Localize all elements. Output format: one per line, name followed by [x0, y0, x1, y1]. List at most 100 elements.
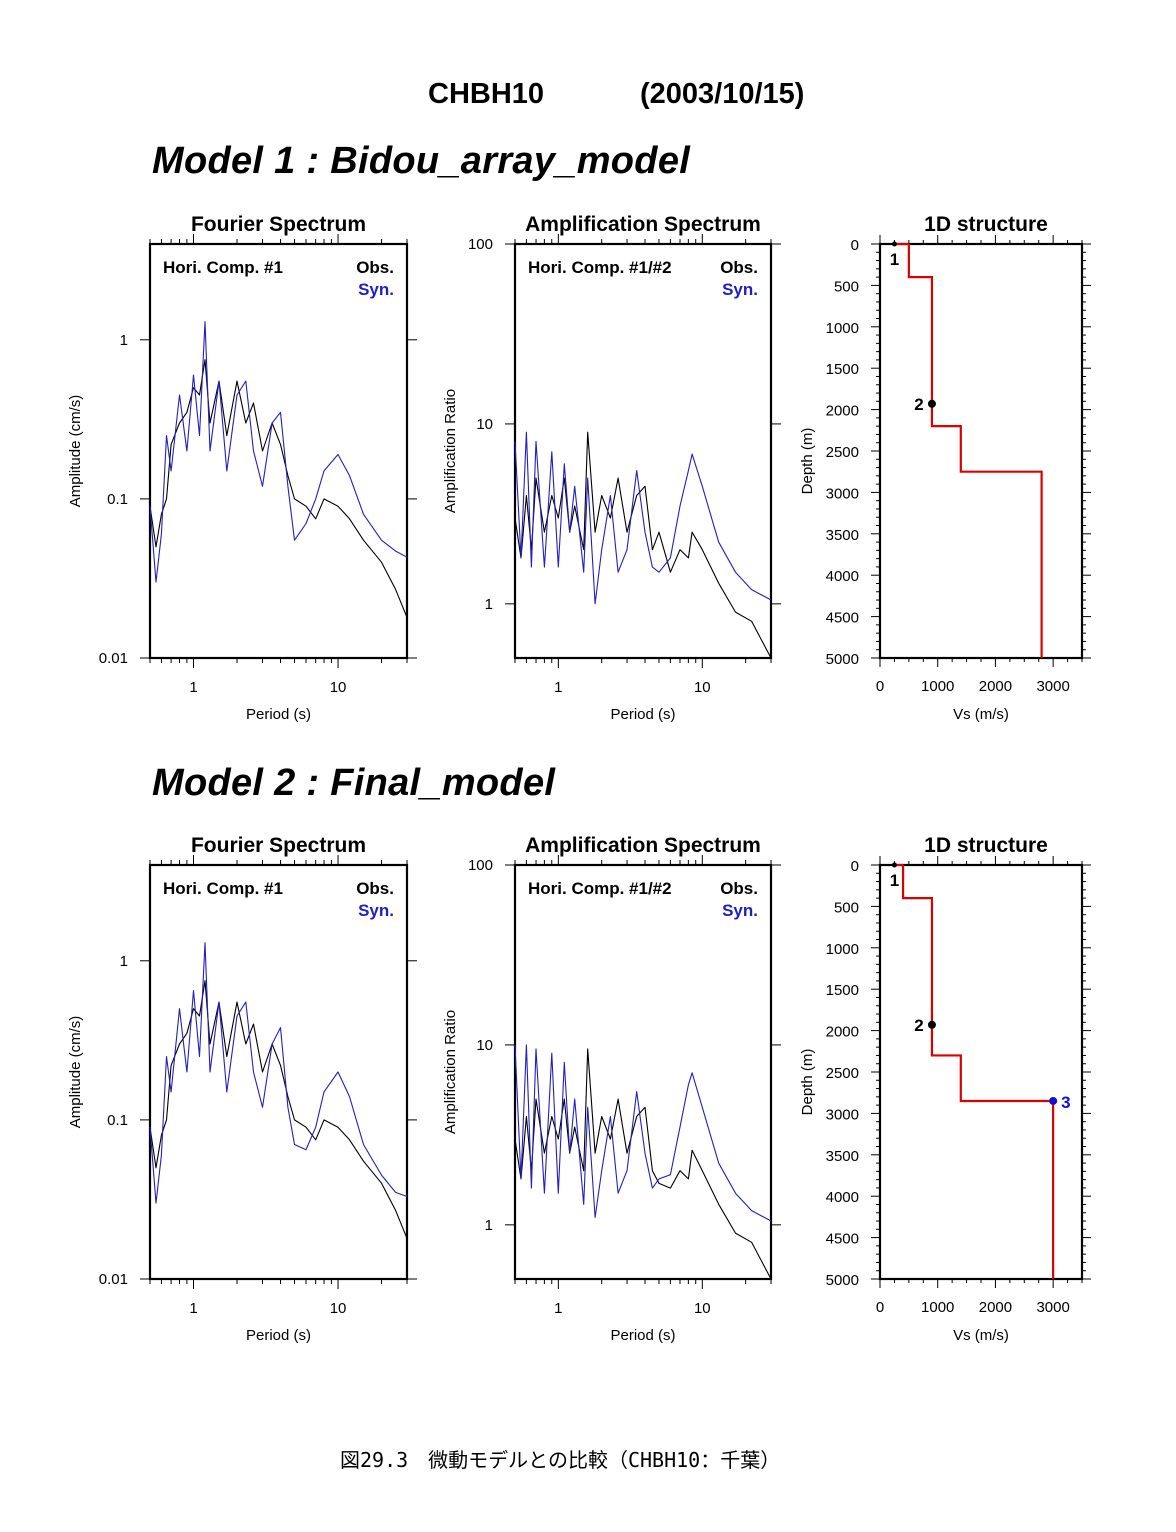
vs-axis-label: Vs (m/s): [953, 706, 1009, 723]
fourier-component-label: Hori. Comp. #1: [163, 258, 283, 277]
vs-tick-label: 3000: [1036, 678, 1069, 695]
syn-line: [149, 321, 408, 583]
y-tick-label: 1: [485, 596, 493, 613]
depth-tick-label: 2000: [826, 403, 859, 420]
model-1-title: Model 1 : Bidou_array_model: [152, 140, 691, 182]
vs-profile-line: [901, 865, 1055, 1279]
depth-tick-label: 3000: [826, 1106, 859, 1123]
amplification-title: Amplification Spectrum: [525, 834, 761, 857]
fourier-title: Fourier Spectrum: [191, 213, 366, 236]
vs-tick-label: 1000: [921, 678, 954, 695]
y-tick-label: 10: [476, 1037, 493, 1054]
legend-obs: Obs.: [720, 879, 758, 898]
y-axis-label: Amplitude (cm/s): [67, 395, 84, 508]
depth-tick-label: 5000: [826, 1272, 859, 1289]
depth-tick-label: 2500: [826, 1065, 859, 1082]
vs-axis-label: Vs (m/s): [953, 1327, 1009, 1344]
depth-tick-label: 1000: [826, 941, 859, 958]
x-axis-label: Period (s): [610, 706, 675, 723]
station-name: CHBH10: [428, 78, 545, 110]
vs-tick-label: 2000: [979, 1299, 1012, 1316]
y-tick-label: 100: [468, 857, 493, 874]
amplification-frame: [513, 242, 773, 660]
layer-point-1: [891, 241, 897, 247]
depth-tick-label: 3500: [826, 1148, 859, 1165]
layer-point-2: [927, 1020, 936, 1029]
syn-line: [514, 1044, 772, 1222]
x-tick-label: 1: [554, 1300, 562, 1317]
vs-tick-label: 2000: [979, 678, 1012, 695]
y-axis-label: Amplitude (cm/s): [67, 1016, 84, 1129]
y-tick-label: 0.01: [99, 1271, 128, 1288]
layer-point-1: [891, 862, 897, 868]
depth-tick-label: 1000: [826, 320, 859, 337]
legend-syn: Syn.: [722, 901, 758, 920]
y-tick-label: 0.1: [107, 1112, 128, 1129]
legend-obs: Obs.: [356, 258, 394, 277]
y-tick-label: 0.1: [107, 491, 128, 508]
syn-line: [514, 431, 772, 605]
obs-line: [149, 359, 408, 618]
x-tick-label: 10: [330, 679, 347, 696]
layer-label-1: 1: [890, 871, 899, 890]
y-tick-label: 1: [120, 953, 128, 970]
depth-tick-label: 0: [851, 237, 859, 254]
structure-title: 1D structure: [924, 213, 1048, 236]
vs-tick-label: 0: [876, 678, 884, 695]
y-axis-label: Amplification Ratio: [442, 389, 459, 513]
depth-tick-label: 5000: [826, 651, 859, 668]
fourier-frame: [148, 242, 409, 660]
layer-label-2: 2: [914, 1016, 923, 1035]
depth-tick-label: 500: [834, 899, 859, 916]
x-axis-label: Period (s): [246, 706, 311, 723]
layer-point-2: [927, 399, 936, 408]
depth-tick-label: 2000: [826, 1024, 859, 1041]
fourier-component-label: Hori. Comp. #1: [163, 879, 283, 898]
fourier-title: Fourier Spectrum: [191, 834, 366, 857]
syn-line: [149, 942, 408, 1204]
y-tick-label: 10: [476, 416, 493, 433]
structure-frame: [878, 863, 1084, 1281]
x-axis-label: Period (s): [610, 1327, 675, 1344]
depth-tick-label: 1500: [826, 361, 859, 378]
amplification-component-label: Hori. Comp. #1/#2: [528, 879, 672, 898]
vs-tick-label: 0: [876, 1299, 884, 1316]
figure-caption: 図29.3 微動モデルとの比較（CHBH10：千葉）: [340, 1448, 781, 1472]
x-tick-label: 1: [554, 679, 562, 696]
layer-point-3: [1049, 1096, 1058, 1105]
x-tick-label: 10: [694, 1300, 711, 1317]
depth-tick-label: 4500: [826, 1231, 859, 1248]
legend-obs: Obs.: [356, 879, 394, 898]
y-tick-label: 0.01: [99, 650, 128, 667]
depth-tick-label: 500: [834, 278, 859, 295]
x-tick-label: 1: [189, 679, 197, 696]
vs-tick-label: 1000: [921, 1299, 954, 1316]
vs-tick-label: 3000: [1036, 1299, 1069, 1316]
depth-tick-label: 4000: [826, 1189, 859, 1206]
layer-label-3: 3: [1061, 1093, 1070, 1112]
depth-axis-label: Depth (m): [799, 428, 816, 495]
x-tick-label: 1: [189, 1300, 197, 1317]
vs-profile-line: [907, 244, 1043, 658]
amplification-frame: [513, 863, 773, 1281]
amplification-title: Amplification Spectrum: [525, 213, 761, 236]
depth-tick-label: 4500: [826, 610, 859, 627]
x-axis-label: Period (s): [246, 1327, 311, 1344]
record-date: (2003/10/15): [640, 78, 805, 110]
layer-label-2: 2: [914, 395, 923, 414]
depth-tick-label: 4000: [826, 568, 859, 585]
legend-syn: Syn.: [358, 280, 394, 299]
x-tick-label: 10: [330, 1300, 347, 1317]
x-tick-label: 10: [694, 679, 711, 696]
legend-obs: Obs.: [720, 258, 758, 277]
y-tick-label: 100: [468, 236, 493, 253]
legend-syn: Syn.: [722, 280, 758, 299]
layer-label-1: 1: [890, 250, 899, 269]
legend-syn: Syn.: [358, 901, 394, 920]
obs-line: [514, 1048, 772, 1280]
depth-tick-label: 3000: [826, 485, 859, 502]
structure-title: 1D structure: [924, 834, 1048, 857]
y-tick-label: 1: [120, 332, 128, 349]
